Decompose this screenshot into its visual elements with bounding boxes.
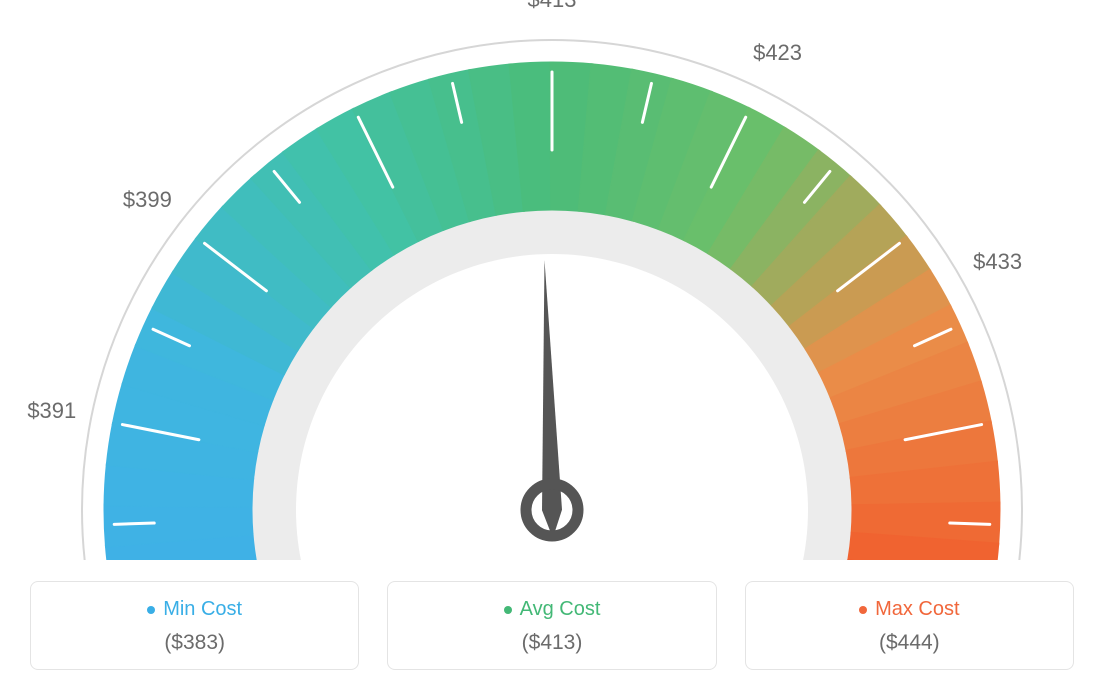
legend-value: ($383) bbox=[41, 631, 348, 655]
legend-dot-icon bbox=[147, 606, 155, 614]
legend-label: Min Cost bbox=[163, 598, 242, 621]
legend-dot-icon bbox=[504, 606, 512, 614]
gauge-tick-label: $399 bbox=[123, 187, 172, 213]
gauge-needle bbox=[542, 260, 562, 538]
chart-container: $383$391$399$413$423$433$444 Min Cost($3… bbox=[0, 0, 1104, 690]
legend-card: Min Cost ($383) bbox=[30, 581, 359, 670]
gauge-tick-label: $413 bbox=[528, 0, 577, 13]
legend-label: Max Cost bbox=[875, 598, 959, 621]
gauge-tick-label: $433 bbox=[973, 249, 1022, 275]
legend-value: ($444) bbox=[756, 631, 1063, 655]
legend-value: ($413) bbox=[398, 631, 705, 655]
gauge-tick-label: $423 bbox=[753, 40, 802, 66]
legend-title: Avg Cost bbox=[504, 598, 601, 621]
legend-dot-icon bbox=[859, 606, 867, 614]
gauge-svg bbox=[0, 0, 1104, 560]
legend-card: Avg Cost ($413) bbox=[387, 581, 716, 670]
legend-title: Max Cost bbox=[859, 598, 959, 621]
gauge-area: $383$391$399$413$423$433$444 bbox=[0, 0, 1104, 560]
gauge-tick-label: $391 bbox=[27, 398, 76, 424]
legend-card: Max Cost ($444) bbox=[745, 581, 1074, 670]
legend-label: Avg Cost bbox=[520, 598, 601, 621]
legend-row: Min Cost ($383) Avg Cost ($413) Max Cost ($44… bbox=[0, 581, 1104, 670]
legend-title: Min Cost bbox=[147, 598, 242, 621]
